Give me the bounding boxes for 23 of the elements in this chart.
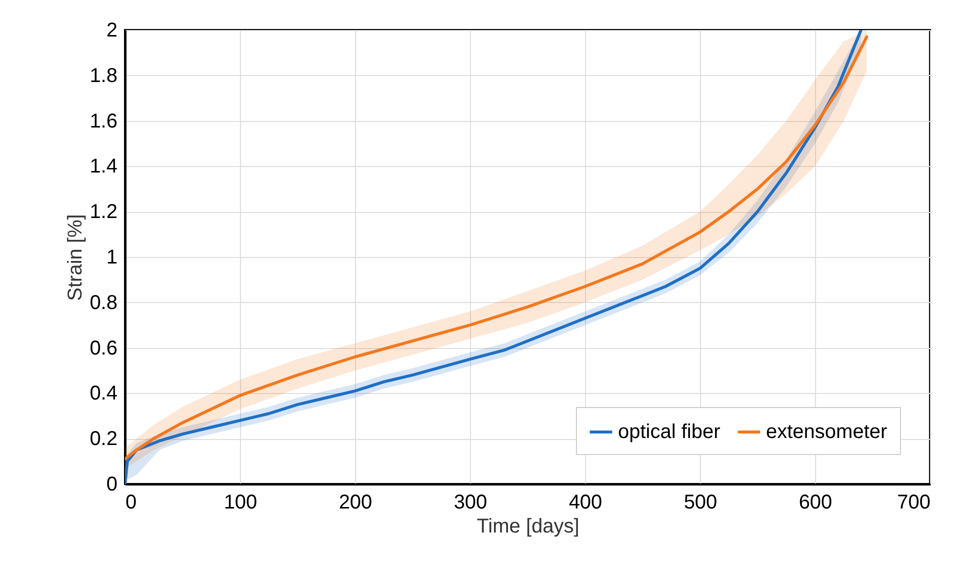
y-tick-label: 1.6	[90, 110, 118, 132]
legend-label: optical fiber	[618, 421, 721, 443]
x-tick-label: 100	[224, 492, 258, 514]
y-tick-label: 0.8	[90, 292, 118, 314]
x-tick-label: 500	[684, 492, 718, 514]
y-tick-label: 0.2	[90, 428, 118, 450]
y-tick-label: 2	[106, 20, 118, 42]
y-tick-label: 1.2	[90, 201, 118, 224]
y-tick-label: 1	[106, 246, 118, 268]
y-tick-label: 1.8	[90, 64, 118, 87]
y-tick-label: 0.4	[90, 382, 118, 405]
y-axis-title: Strain [%]	[64, 214, 87, 301]
x-tick-label: 0	[126, 492, 137, 514]
x-tick-label: 600	[798, 492, 832, 514]
x-axis-title: Time [days]	[476, 516, 580, 538]
legend-label: extensometer	[766, 421, 888, 443]
x-tick-label: 300	[454, 492, 488, 514]
y-tick-label: 0.6	[90, 337, 118, 360]
x-tick-label: 200	[338, 492, 372, 514]
y-tick-label: 0	[106, 474, 118, 496]
y-tick-label: 1.4	[90, 156, 118, 178]
x-tick-label: 400	[568, 492, 602, 514]
x-tick-label: 700	[897, 492, 930, 514]
